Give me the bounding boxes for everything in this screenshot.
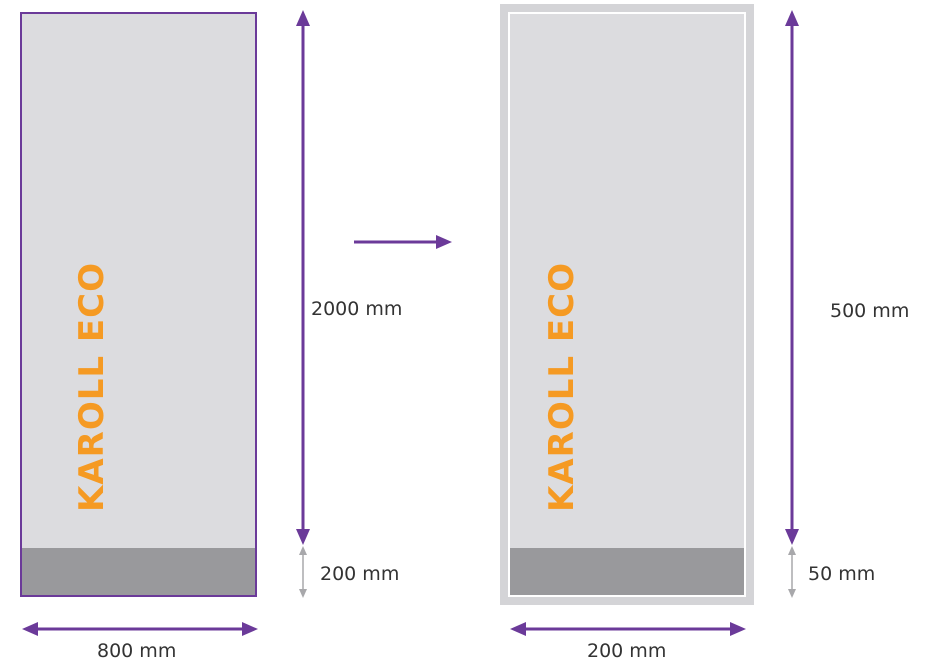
double-arrow-horizontal-icon bbox=[22, 622, 258, 636]
left-panel-base bbox=[22, 548, 255, 595]
right-panel-base bbox=[510, 548, 744, 595]
double-arrow-vertical-icon bbox=[788, 546, 796, 598]
double-arrow-vertical-icon bbox=[299, 546, 307, 598]
double-arrow-horizontal-icon bbox=[510, 622, 746, 636]
left-width-label: 800 mm bbox=[97, 640, 177, 662]
left-base-height-label: 200 mm bbox=[320, 563, 400, 585]
right-base-height-label: 50 mm bbox=[808, 563, 876, 585]
right-height-label: 500 mm bbox=[830, 300, 910, 322]
right-panel bbox=[508, 12, 746, 597]
left-height-label: 2000 mm bbox=[311, 298, 403, 320]
double-arrow-vertical-icon bbox=[296, 10, 310, 545]
arrow-right-icon bbox=[354, 235, 452, 249]
double-arrow-vertical-icon bbox=[785, 10, 799, 545]
right-width-label: 200 mm bbox=[587, 640, 667, 662]
left-panel bbox=[20, 12, 257, 597]
